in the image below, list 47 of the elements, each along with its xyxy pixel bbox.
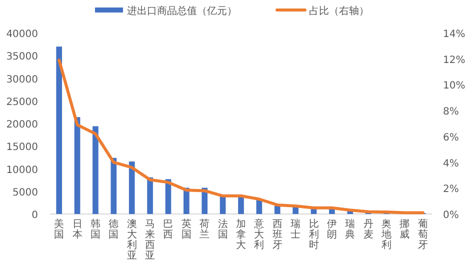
bar <box>92 126 98 214</box>
x-tick-label: 比利时 <box>308 218 319 251</box>
bar <box>147 177 153 214</box>
y-tick-label: 25000 <box>6 96 38 108</box>
x-tick-label: 荷兰 <box>200 218 210 240</box>
y-tick-label: 10000 <box>6 164 38 176</box>
x-tick-label: 法国 <box>218 218 228 240</box>
x-tick-label: 瑞典 <box>345 218 356 240</box>
y2-tick-label: 6% <box>443 132 459 144</box>
line-series <box>58 58 424 214</box>
y2-tick-label: 2% <box>443 184 459 196</box>
y2-tick-label: 10% <box>443 80 466 92</box>
legend-label: 占比（右轴） <box>309 5 369 17</box>
x-tick-label: 丹麦 <box>363 219 374 240</box>
y-tick-label: 20000 <box>6 120 38 130</box>
x-tick-label: 澳大利亚 <box>126 218 137 261</box>
bar <box>274 206 280 214</box>
bar <box>128 162 135 214</box>
x-tick-label: 德国 <box>108 219 119 240</box>
y-tick-label: 40000 <box>6 29 38 40</box>
y-tick-label: 35000 <box>6 52 38 63</box>
y-tick-label: 15000 <box>6 142 38 154</box>
bar <box>56 46 62 214</box>
y2-tick-label: 12% <box>443 54 466 66</box>
y-tick-label: 0 <box>32 210 38 221</box>
x-tick-label: 挪威 <box>400 218 410 240</box>
x-tick-label: 美国 <box>54 218 64 240</box>
y2-tick-label: 4% <box>443 158 459 170</box>
y2-tick-label: 8% <box>443 106 459 118</box>
x-tick-label: 瑞士 <box>290 218 301 240</box>
x-tick-label: 韩国 <box>90 218 100 240</box>
legend-label: 进出口商品总值（亿元） <box>127 5 237 17</box>
x-tick-label: 巴西 <box>163 219 174 240</box>
x-tick-label: 马来西亚 <box>145 219 156 261</box>
x-tick-label: 加拿大 <box>236 218 246 251</box>
x-tick-label: 西班牙 <box>272 219 282 251</box>
x-tick-label: 日本 <box>72 219 82 240</box>
y-tick-label: 30000 <box>6 74 38 86</box>
x-tick-label: 英国 <box>181 218 192 240</box>
x-tick-label: 葡萄牙 <box>418 218 428 251</box>
y2-tick-label: 14% <box>443 29 466 40</box>
y2-tick-label: 0% <box>443 210 459 221</box>
bar <box>238 196 244 214</box>
y-tick-label: 5000 <box>12 187 38 198</box>
x-tick-label: 意大利 <box>253 218 264 251</box>
x-tick-label: 伊朗 <box>326 219 337 240</box>
x-tick-label: 奥地利 <box>380 218 392 251</box>
